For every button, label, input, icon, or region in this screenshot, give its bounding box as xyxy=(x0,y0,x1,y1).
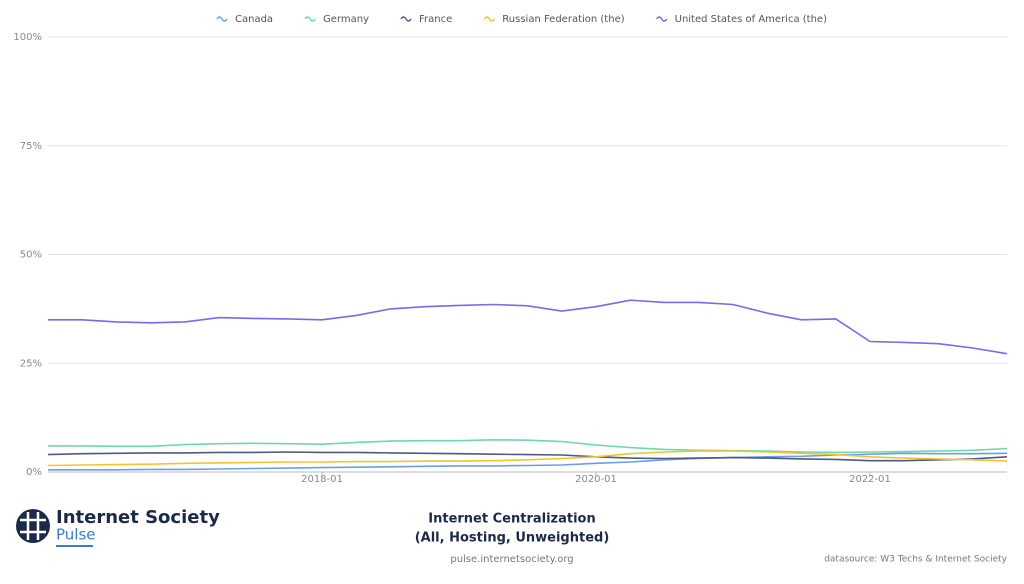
series-line xyxy=(47,451,1008,462)
series-line xyxy=(47,450,1008,467)
legend-item: France xyxy=(400,14,452,25)
y-tick-label: 75% xyxy=(20,141,42,152)
x-tick-label: 2018-01 xyxy=(301,474,343,485)
y-tick-label: 100% xyxy=(13,32,42,43)
logo xyxy=(16,509,50,543)
legend-item: Russian Federation (the) xyxy=(483,14,625,25)
y-tick-label: 0% xyxy=(26,467,42,478)
source: datasource: W3 Techs & Internet Society xyxy=(824,555,1007,565)
legend-label: France xyxy=(419,14,452,25)
y-tick-label: 25% xyxy=(20,358,42,369)
logo-icon xyxy=(16,509,50,543)
legend-label: Canada xyxy=(235,14,273,25)
x-tick-label: 2020-01 xyxy=(575,474,617,485)
series-line xyxy=(48,438,1008,454)
legend-item: Canada xyxy=(216,14,273,25)
legend-icon xyxy=(400,16,412,22)
chart-title: Internet Centralization xyxy=(428,512,595,527)
logo-pattern xyxy=(20,512,46,540)
legend-icon xyxy=(483,16,495,22)
legend-label: United States of America (the) xyxy=(675,14,827,25)
legend-item: Germany xyxy=(304,14,369,25)
chart-subtitle: (All, Hosting, Unweighted) xyxy=(415,531,610,546)
legend-label: Russian Federation (the) xyxy=(502,14,624,25)
legend-icon xyxy=(655,16,668,22)
x-tick-label: 2022-01 xyxy=(849,474,891,485)
legend-item: United States of America (the) xyxy=(655,14,827,25)
y-tick-label: 50% xyxy=(20,250,42,261)
url: pulse.internetsociety.org xyxy=(450,554,573,565)
brand: Internet Society xyxy=(56,507,220,528)
legend-label: Germany xyxy=(323,14,369,25)
legend-icon xyxy=(304,16,316,22)
series-line xyxy=(48,299,1008,355)
product: Pulse xyxy=(56,526,96,544)
legend-icon xyxy=(216,16,228,22)
